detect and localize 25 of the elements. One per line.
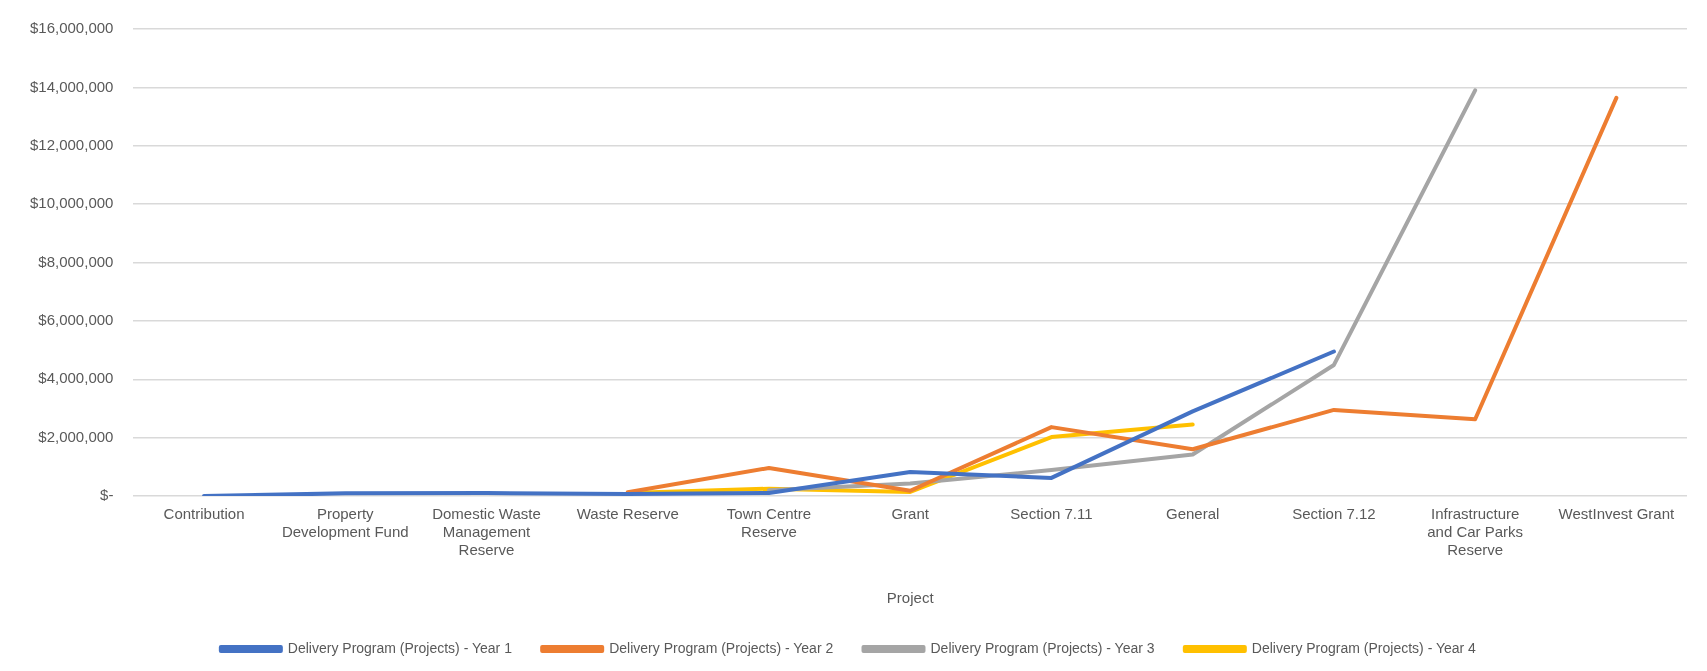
x-tick-label: Infrastructure and Car Parks Reserve bbox=[1427, 505, 1524, 559]
x-tick-label: Waste Reserve bbox=[576, 505, 679, 523]
x-tick-label: Town Centre Reserve bbox=[726, 505, 812, 541]
x-tick-label: General bbox=[1165, 505, 1220, 523]
y-tick-label: $2,000,000 bbox=[38, 427, 114, 445]
x-tick-label: Property Development Fund bbox=[281, 505, 409, 541]
legend-label: Delivery Program (Projects) - Year 4 bbox=[1251, 639, 1477, 656]
x-axis-title: Project bbox=[886, 589, 935, 607]
y-tick-label: $6,000,000 bbox=[38, 311, 114, 329]
y-tick-label: $12,000,000 bbox=[29, 135, 114, 153]
y-tick-label: $4,000,000 bbox=[38, 369, 114, 387]
legend-label: Delivery Program (Projects) - Year 3 bbox=[930, 639, 1155, 656]
legend-label: Delivery Program (Projects) - Year 2 bbox=[609, 639, 834, 656]
x-tick-label: Contribution bbox=[163, 505, 245, 523]
x-tick-label: Section 7.12 bbox=[1292, 505, 1376, 523]
x-tick-label: Domestic Waste Management Reserve bbox=[432, 505, 541, 559]
y-tick-label: $- bbox=[100, 486, 114, 504]
y-tick-label: $16,000,000 bbox=[29, 19, 114, 37]
x-tick-label: WestInvest Grant bbox=[1558, 505, 1676, 523]
y-tick-label: $10,000,000 bbox=[29, 194, 114, 212]
x-tick-label: Grant bbox=[891, 505, 930, 523]
legend-label: Delivery Program (Projects) - Year 1 bbox=[287, 639, 513, 656]
x-tick-label: Section 7.11 bbox=[1010, 505, 1093, 523]
y-tick-label: $8,000,000 bbox=[38, 252, 114, 270]
y-tick-label: $14,000,000 bbox=[29, 77, 114, 95]
